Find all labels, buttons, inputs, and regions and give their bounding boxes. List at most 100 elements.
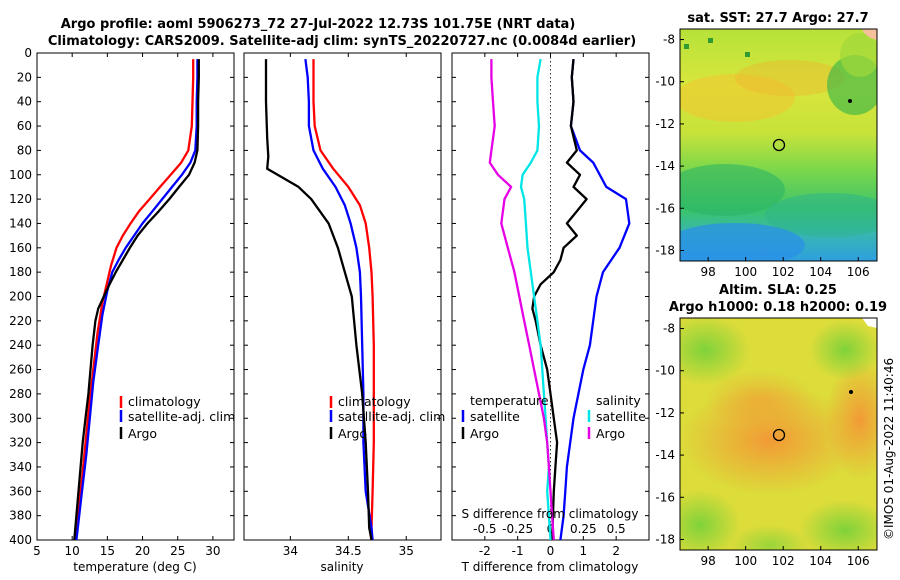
series-line-argo-salinity bbox=[488, 59, 555, 541]
x-tick-label: 25 bbox=[170, 544, 185, 558]
sst-map-title: sat. SST: 27.7 Argo: 27.7 bbox=[687, 11, 868, 26]
difference-legend: temperature satellite Argo salinity sate… bbox=[461, 393, 646, 441]
sst-speck bbox=[684, 44, 689, 49]
legend-satellite-label: satellite-adj. clim bbox=[128, 409, 235, 424]
y-tick-label: 180 bbox=[9, 265, 32, 279]
top-x-tick-label: -0.5 bbox=[473, 522, 496, 536]
legend-sat-sal-label: satellite bbox=[596, 409, 646, 424]
y-tick-label: 240 bbox=[9, 338, 32, 352]
title-line-1: Argo profile: aoml 5906273_72 27-Jul-202… bbox=[61, 17, 576, 32]
title-line-2: Climatology: CARS2009. Satellite-adj cli… bbox=[48, 34, 636, 49]
legend-argo-temp-label: Argo bbox=[470, 426, 499, 441]
map-y-tick-label: -12 bbox=[655, 117, 675, 131]
sst-map-panel: sat. SST: 27.7 Argo: 27.7 98 100 102 104 106… bbox=[655, 11, 878, 279]
difference-panel: -2 -1 0 1 2-0.5 -0.25 0 0.25 0.5 T difference fr… bbox=[451, 52, 650, 574]
x-tick-label: 30 bbox=[205, 544, 220, 558]
sst-land bbox=[862, 29, 877, 40]
temperature-legend: climatology satellite-adj. clim Argo bbox=[119, 394, 235, 441]
sla-high-patch bbox=[705, 370, 815, 430]
y-tick-label: 160 bbox=[9, 241, 32, 255]
map-y-tick-label: -10 bbox=[655, 364, 675, 378]
sla-high-patch bbox=[825, 360, 877, 480]
temperature-xlabel: temperature (deg C) bbox=[73, 560, 196, 574]
map-x-tick-label: 100 bbox=[734, 265, 757, 279]
temperature-panel: 5 10 15 20 25 3002040608010012014016018020022… bbox=[9, 46, 235, 574]
y-tick-label: 200 bbox=[9, 290, 32, 304]
x-tick-label: 34 bbox=[283, 544, 298, 558]
y-tick-label: 20 bbox=[17, 70, 32, 84]
series-line-satellite-adj-clim bbox=[75, 59, 199, 541]
legend-satellite-label: satellite-adj. clim bbox=[338, 409, 445, 424]
top-x-tick-label: 0.25 bbox=[570, 522, 597, 536]
map-x-tick-label: 104 bbox=[809, 265, 832, 279]
sla-low-patch bbox=[800, 500, 877, 550]
series-line-climatology bbox=[312, 59, 375, 540]
y-tick-label: 380 bbox=[9, 509, 32, 523]
x-tick-label: 1 bbox=[580, 544, 588, 558]
difference-top-xlabel: S difference from climatology bbox=[462, 507, 639, 521]
legend-temperature-heading: temperature bbox=[470, 393, 549, 408]
map-y-tick-label: -12 bbox=[655, 406, 675, 420]
x-tick-label: 0 bbox=[547, 544, 555, 558]
legend-climatology-label: climatology bbox=[338, 394, 411, 409]
sst-cool-patch bbox=[680, 164, 785, 216]
map-y-tick-label: -14 bbox=[655, 159, 675, 173]
map-x-tick-label: 98 bbox=[701, 554, 716, 568]
top-x-tick-label: 0.5 bbox=[607, 522, 626, 536]
sst-cold-patch bbox=[680, 223, 805, 261]
y-tick-label: 260 bbox=[9, 363, 32, 377]
salinity-axes bbox=[243, 52, 442, 541]
sst-warm-patch bbox=[735, 60, 845, 96]
salinity-xlabel: salinity bbox=[320, 560, 363, 574]
legend-climatology-label: climatology bbox=[128, 394, 201, 409]
salinity-panel: 34 34.5 35 salinity climatology satellite-… bbox=[243, 52, 445, 574]
series-line-argo bbox=[73, 59, 200, 541]
y-tick-label: 0 bbox=[24, 46, 32, 60]
map-x-tick-label: 104 bbox=[809, 554, 832, 568]
y-tick-label: 40 bbox=[17, 95, 32, 109]
legend-salinity-heading: salinity bbox=[596, 393, 641, 408]
map-y-tick-label: -10 bbox=[655, 75, 675, 89]
map-x-tick-label: 106 bbox=[847, 265, 870, 279]
sla-land bbox=[862, 318, 877, 328]
map-x-tick-label: 102 bbox=[772, 554, 795, 568]
x-tick-label: 10 bbox=[65, 544, 80, 558]
sst-warm-patch bbox=[680, 74, 795, 122]
legend-sat-temp-label: satellite bbox=[470, 409, 520, 424]
map-y-tick-label: -8 bbox=[663, 33, 675, 47]
map-y-tick-label: -14 bbox=[655, 448, 675, 462]
sst-speck bbox=[745, 52, 750, 57]
x-tick-label: 34.5 bbox=[335, 544, 362, 558]
sst-cool-patch bbox=[840, 33, 877, 77]
sla-map-title-1: Altim. SLA: 0.25 bbox=[719, 283, 837, 298]
y-tick-label: 320 bbox=[9, 436, 32, 450]
sst-cool-patch bbox=[765, 193, 877, 237]
series-line-argo bbox=[264, 59, 373, 541]
x-tick-label: 15 bbox=[100, 544, 115, 558]
map-y-tick-label: -16 bbox=[655, 490, 675, 504]
watermark: ©IMOS 01-Aug-2022 11:40:46 bbox=[882, 358, 896, 540]
y-tick-label: 280 bbox=[9, 387, 32, 401]
sst-argo-marker bbox=[772, 138, 786, 152]
map-y-tick-label: -16 bbox=[655, 201, 675, 215]
x-tick-label: 5 bbox=[33, 544, 41, 558]
x-tick-label: 35 bbox=[399, 544, 414, 558]
sla-low-patch bbox=[810, 320, 877, 380]
y-tick-label: 80 bbox=[17, 143, 32, 157]
sla-map-frame bbox=[679, 317, 878, 551]
series-line-satellite-temperature bbox=[559, 58, 631, 541]
map-x-tick-label: 102 bbox=[772, 265, 795, 279]
series-line-satellite-adj-clim bbox=[304, 58, 374, 541]
sla-argo-marker bbox=[772, 428, 786, 442]
map-x-tick-label: 100 bbox=[734, 554, 757, 568]
map-y-tick-label: -18 bbox=[655, 532, 675, 546]
map-y-tick-label: -18 bbox=[655, 243, 675, 257]
sla-island bbox=[849, 390, 853, 394]
y-tick-label: 140 bbox=[9, 216, 32, 230]
temperature-axes bbox=[36, 52, 235, 541]
y-tick-label: 340 bbox=[9, 460, 32, 474]
sla-map-field bbox=[680, 318, 877, 550]
legend-argo-sal-label: Argo bbox=[596, 426, 625, 441]
y-tick-label: 100 bbox=[9, 168, 32, 182]
